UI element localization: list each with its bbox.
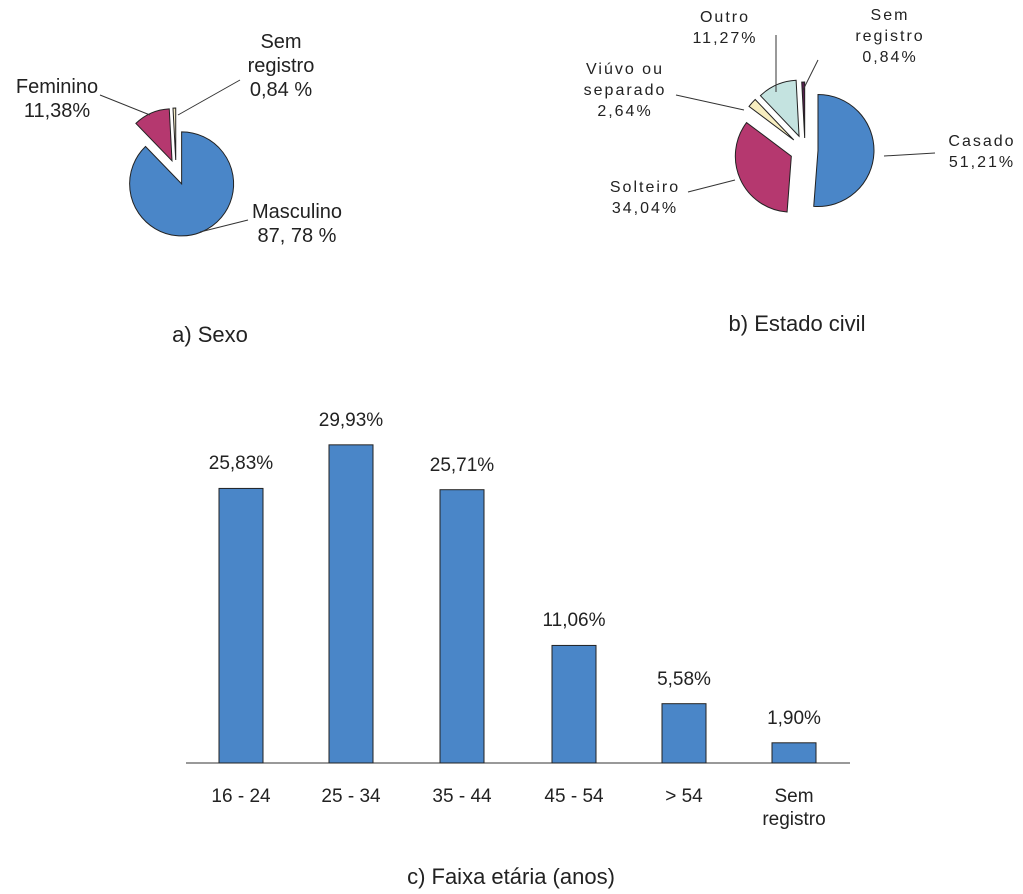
slice-label: Solteiro 34,04%	[590, 178, 700, 220]
leader-line	[675, 94, 745, 111]
pie-slice	[759, 79, 800, 138]
leader-line	[99, 94, 151, 116]
slice-name: Casado	[948, 133, 1016, 150]
x-tick-label: > 54	[665, 786, 703, 807]
bar-value-label: 25,71%	[429, 454, 495, 476]
bar-value-label: 25,83%	[208, 453, 274, 475]
bar	[218, 487, 264, 764]
leader-line	[802, 59, 819, 91]
x-tick-label: Sem registro	[762, 786, 826, 830]
leader-line	[687, 179, 736, 193]
bar	[661, 703, 707, 764]
chart-title: c) Faixa etária (anos)	[407, 864, 615, 889]
pie-slice	[748, 98, 795, 141]
slice-label: Outro 11,27%	[670, 8, 780, 50]
pie-slice	[734, 121, 792, 213]
bar	[439, 489, 485, 764]
slice-name: Feminino	[15, 76, 99, 98]
slice-value: 51,21%	[948, 153, 1016, 171]
slice-name: Outro	[699, 9, 750, 26]
chart-title: a) Sexo	[172, 322, 248, 347]
slice-label: Sem registro 0,84 %	[236, 30, 326, 102]
slice-label: Feminino 11,38%	[12, 75, 102, 123]
slice-value: 87, 78 %	[257, 225, 337, 247]
bar	[328, 444, 374, 764]
bar	[551, 644, 597, 764]
slice-label: Viúvo ou separado 2,64%	[570, 60, 680, 122]
slice-value: 0,84%	[862, 48, 918, 66]
bar	[771, 742, 817, 764]
x-tick-label: 45 - 54	[544, 786, 604, 807]
leader-line	[199, 219, 249, 233]
slice-name: Masculino	[252, 201, 343, 223]
chart-title: b) Estado civil	[728, 311, 866, 336]
bar-value-label: 11,06%	[542, 610, 606, 632]
x-tick-label: 16 - 24	[211, 786, 271, 807]
bar-value-label: 5,58%	[657, 668, 711, 690]
leader-line	[883, 152, 936, 157]
x-tick-label: 25 - 34	[321, 786, 381, 807]
slice-value: 0,84 %	[249, 79, 313, 101]
x-tick-label: 35 - 44	[432, 786, 492, 807]
pie-slice	[813, 93, 875, 207]
bar-value-label: 1,90%	[767, 707, 821, 729]
slice-label: Masculino 87, 78 %	[252, 200, 342, 248]
pie-slice	[129, 131, 235, 237]
bar-value-label: 29,93%	[318, 409, 384, 431]
slice-name: Viúvo ou separado	[583, 61, 667, 99]
slice-value: 11,27%	[692, 29, 758, 47]
slice-label: Sem registro 0,84%	[835, 6, 945, 68]
slice-label: Casado 51,21%	[927, 132, 1023, 174]
slice-value: 2,64%	[597, 102, 653, 120]
pie-slice	[135, 108, 173, 163]
slice-value: 11,38%	[23, 100, 91, 122]
pie-slice	[801, 81, 806, 139]
slice-value: 34,04%	[611, 199, 679, 217]
leader-line	[177, 79, 241, 116]
slice-name: Sem registro	[855, 7, 925, 45]
slice-name: Sem registro	[247, 31, 315, 77]
pie-slice	[172, 107, 177, 161]
slice-name: Solteiro	[609, 179, 681, 196]
